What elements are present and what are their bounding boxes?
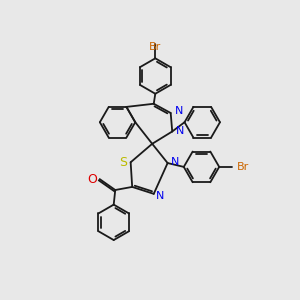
Text: N: N (156, 191, 164, 201)
Text: Br: Br (149, 42, 161, 52)
Text: N: N (175, 106, 183, 116)
Text: N: N (171, 157, 179, 166)
Text: Br: Br (237, 162, 249, 172)
Text: N: N (176, 127, 184, 136)
Text: O: O (87, 173, 97, 186)
Text: S: S (120, 156, 128, 169)
